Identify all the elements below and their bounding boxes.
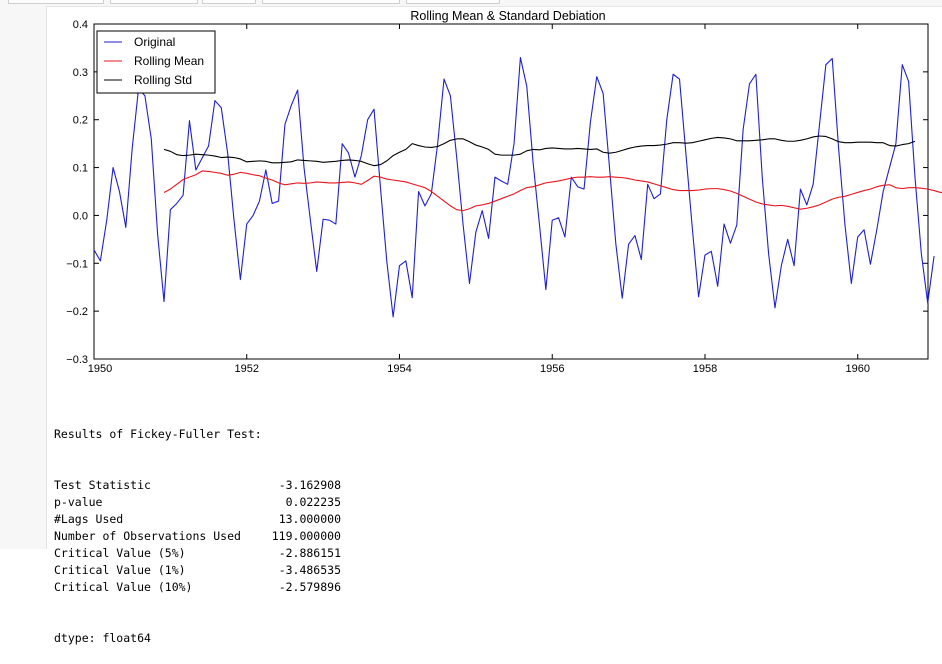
y-tick-label: 0.2 xyxy=(73,115,88,127)
y-tick-label: 0.4 xyxy=(73,19,88,31)
y-tick-label: 0.1 xyxy=(73,163,88,175)
output-row-value: -2.886151 xyxy=(278,546,341,560)
output-row-name: Critical Value (5%) xyxy=(54,546,186,560)
gutter-divider xyxy=(46,6,47,549)
legend-box xyxy=(96,30,216,94)
legend: Original Rolling Mean Rolling Std xyxy=(96,30,216,94)
plot-frame xyxy=(93,23,929,360)
cell-divider xyxy=(47,6,942,7)
notebook-tab[interactable] xyxy=(262,0,400,4)
output-row-name: Critical Value (10%) xyxy=(54,580,193,594)
axis-ticks: 1950 1952 1954 1956 1958 1960 −0.3 −0.2 −0.1 0.0 0… xyxy=(66,19,928,375)
output-row: Critical Value (5%) -2.886151 xyxy=(54,545,341,562)
x-tick-label: 1950 xyxy=(88,363,112,375)
x-tick-label: 1954 xyxy=(387,363,411,375)
output-dtype: dtype: float64 xyxy=(54,631,151,645)
y-tick-label: −0.2 xyxy=(66,306,88,318)
output-table: Test Statistic -3.162908 p-value 0.022235 #L… xyxy=(54,477,341,596)
output-row-value: -3.486535 xyxy=(278,563,341,577)
legend-label-original: Original xyxy=(134,35,175,49)
output-row: p-value 0.022235 xyxy=(54,494,341,511)
series-line-original xyxy=(93,56,935,318)
output-row-value: -2.579896 xyxy=(278,580,341,594)
output-row: Critical Value (1%) -3.486535 xyxy=(54,562,341,579)
cell-prompt-gutter xyxy=(0,6,46,549)
legend-label-rolling-std: Rolling Std xyxy=(134,73,192,87)
notebook-tab[interactable] xyxy=(202,0,256,4)
output-row-value: 119.000000 xyxy=(271,529,341,543)
y-tick-label: 0.0 xyxy=(73,210,88,222)
output-row-name: p-value xyxy=(54,495,103,509)
x-tick-label: 1960 xyxy=(845,363,869,375)
x-tick-label: 1952 xyxy=(235,363,259,375)
output-header: Results of Fickey-Fuller Test: xyxy=(54,427,262,441)
series-lines xyxy=(93,56,942,318)
x-tick-label: 1956 xyxy=(540,363,564,375)
notebook-tab[interactable] xyxy=(8,0,104,4)
output-row-value: 0.022235 xyxy=(285,495,341,509)
rolling-stats-chart: Rolling Mean & Standard Debiation 1950 19… xyxy=(66,9,942,375)
output-row: #Lags Used 13.000000 xyxy=(54,511,341,528)
test-output: Results of Fickey-Fuller Test: Test Stat… xyxy=(54,392,341,664)
notebook-tab[interactable] xyxy=(406,0,500,4)
y-tick-label: 0.3 xyxy=(73,67,88,79)
series-line-rolling-mean xyxy=(163,170,942,212)
legend-label-rolling-mean: Rolling Mean xyxy=(134,54,204,68)
chart-title: Rolling Mean & Standard Debiation xyxy=(410,9,605,23)
output-row: Number of Observations Used 119.000000 xyxy=(54,528,341,545)
notebook-tab-strip xyxy=(0,0,942,6)
output-row-name: Critical Value (1%) xyxy=(54,563,186,577)
y-tick-label: −0.1 xyxy=(66,258,88,270)
output-row-value: -3.162908 xyxy=(278,478,341,492)
output-row-name: Test Statistic xyxy=(54,478,151,492)
output-row-value: 13.000000 xyxy=(278,512,341,526)
output-row: Critical Value (10%) -2.579896 xyxy=(54,579,341,596)
output-row-name: #Lags Used xyxy=(54,512,124,526)
notebook-tab[interactable] xyxy=(110,0,198,4)
x-tick-label: 1958 xyxy=(693,363,717,375)
output-row: Test Statistic -3.162908 xyxy=(54,477,341,494)
output-row-name: Number of Observations Used xyxy=(54,529,241,543)
series-line-rolling-std xyxy=(163,135,916,167)
y-tick-label: −0.3 xyxy=(66,354,88,366)
